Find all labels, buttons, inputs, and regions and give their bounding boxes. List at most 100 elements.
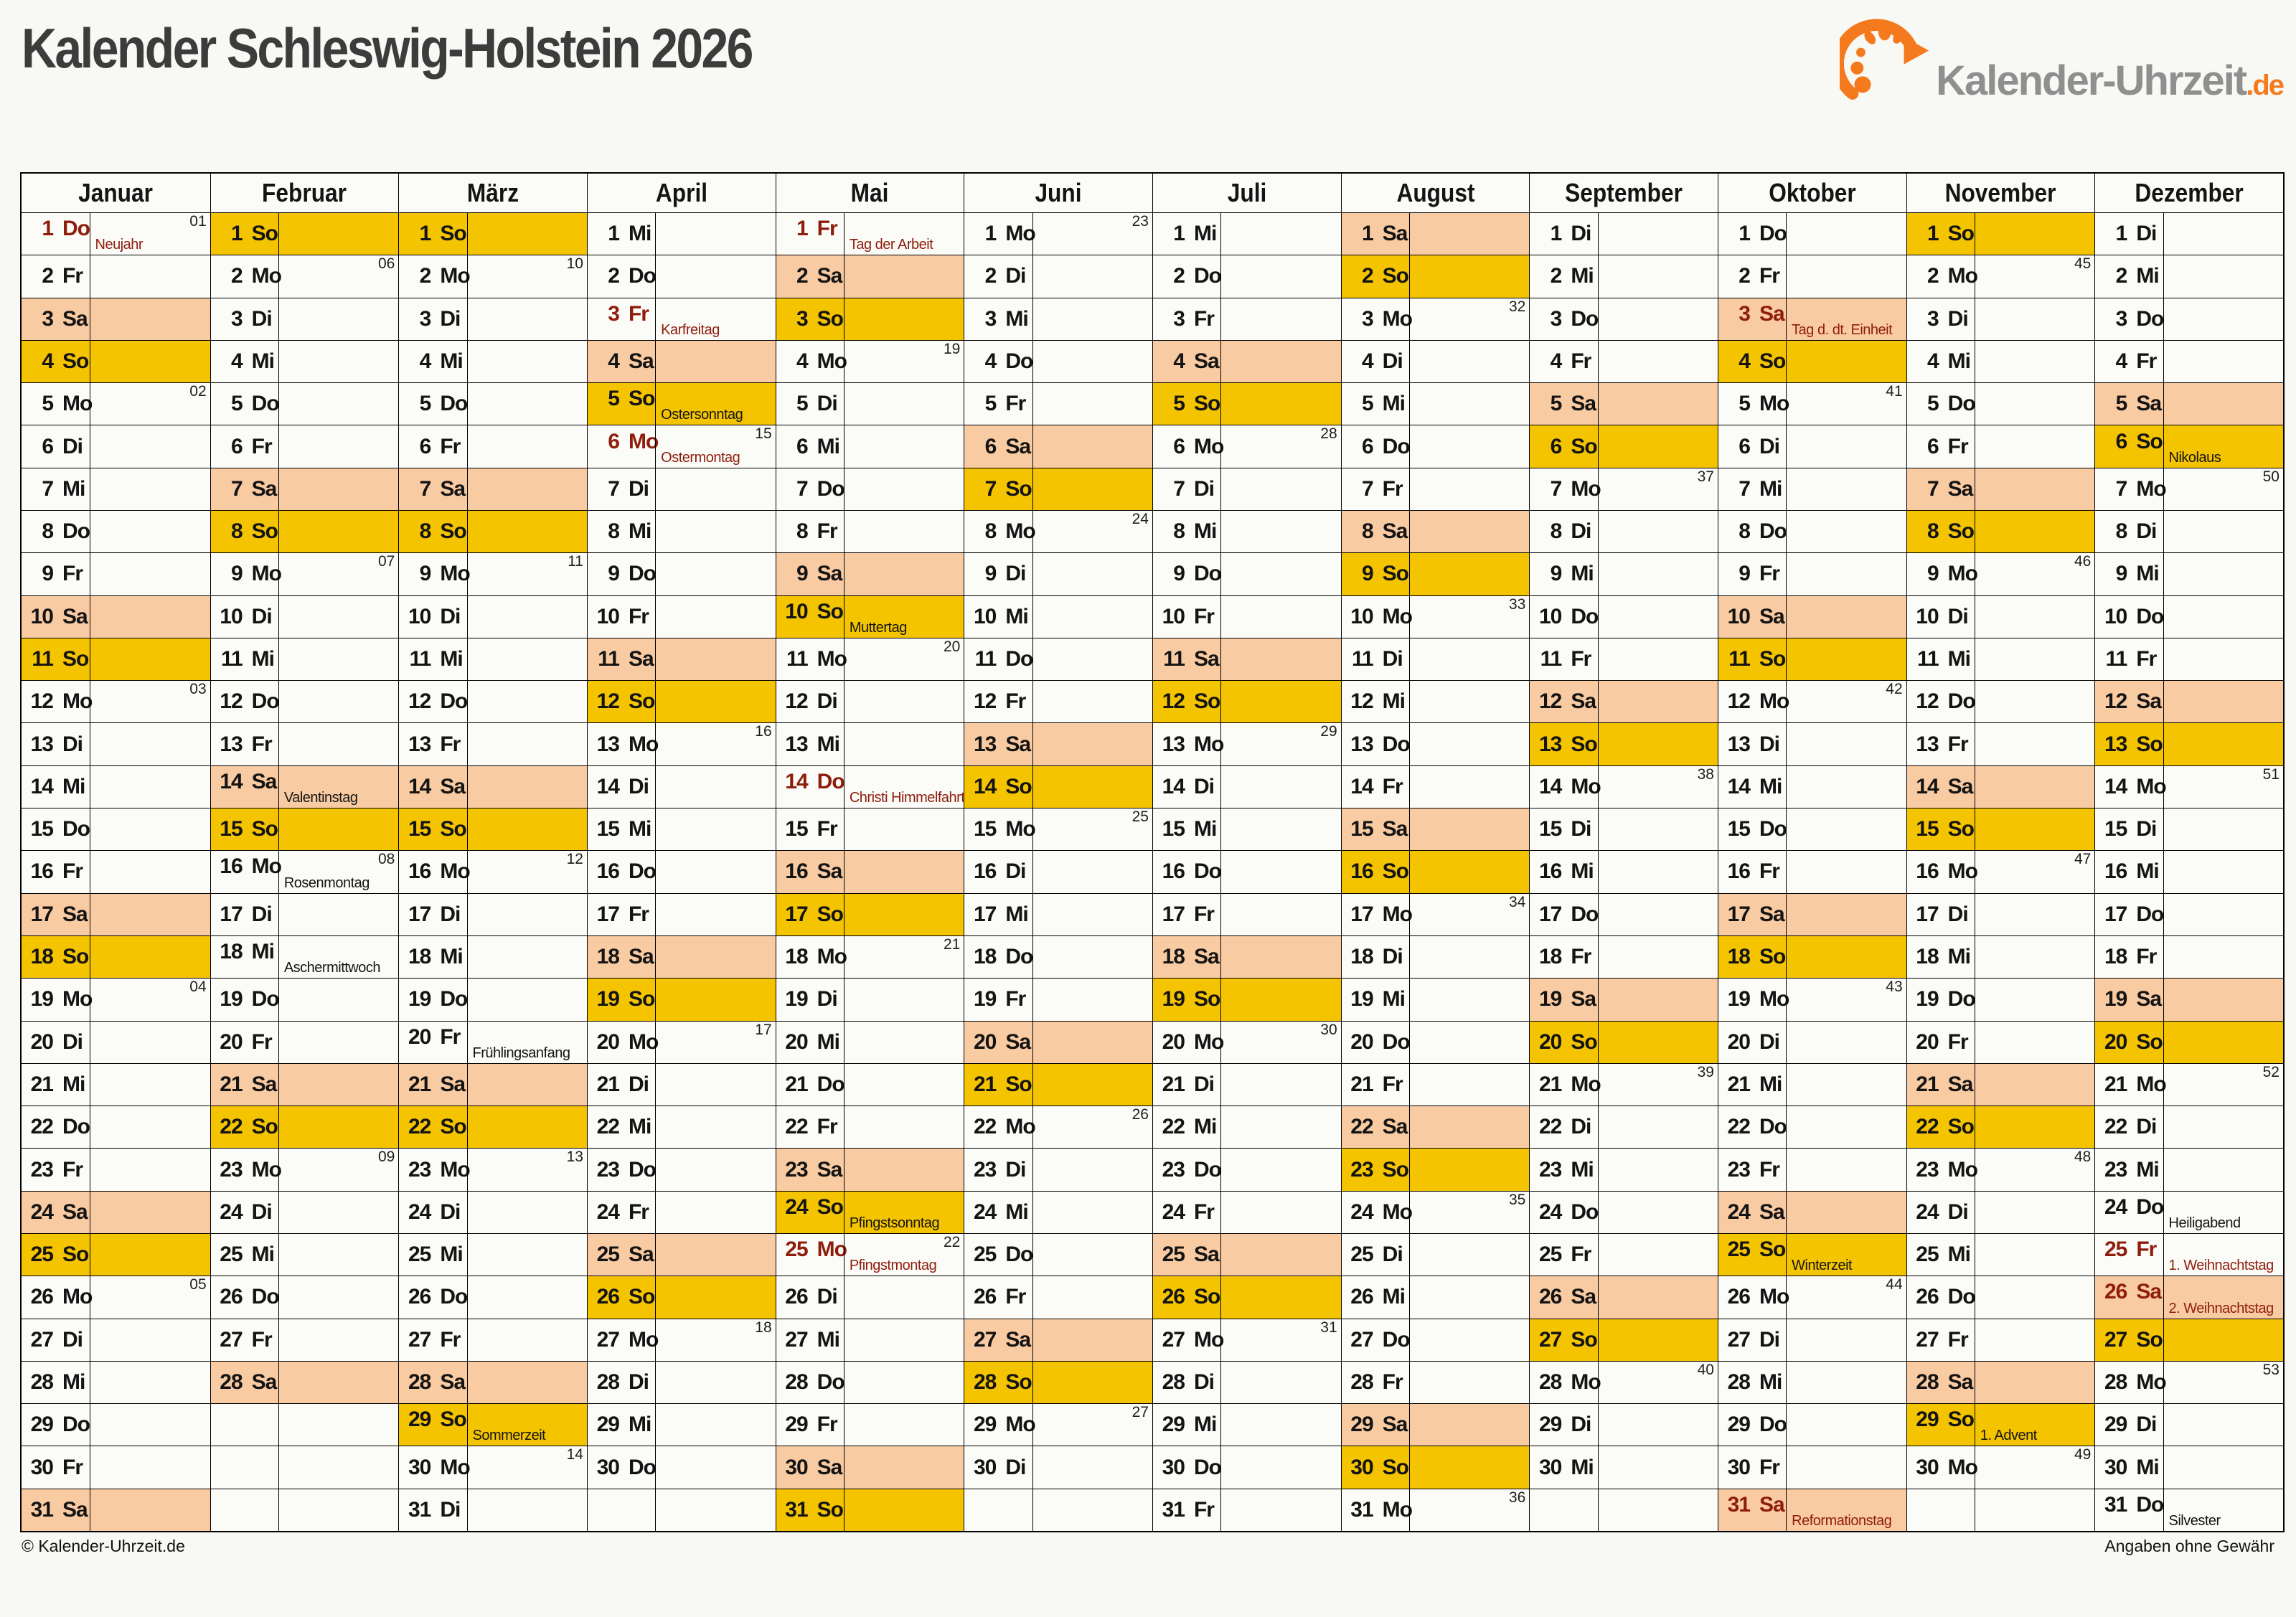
weekday-abbr: Do xyxy=(1571,902,1599,926)
weekday-abbr: Sa xyxy=(1382,817,1408,842)
day-cell-märz-21: 21 Sa xyxy=(399,1062,587,1106)
day-number: 21 xyxy=(973,1072,997,1096)
weekday-abbr: Fr xyxy=(2136,1238,2157,1262)
day-number: 9 xyxy=(1739,562,1751,586)
day-cell-januar-12: 12 Mo 03 xyxy=(22,680,210,723)
weekday-abbr: Sa xyxy=(440,1072,466,1096)
weekday-abbr: Do xyxy=(1759,1115,1787,1139)
weekday-abbr: Mi xyxy=(440,349,463,373)
month-column-dezember: Dezember 1 Di 2 Mi 3 Do 4 Fr 5 Sa 6 So Nikolaus 7 Mo 50 8… xyxy=(2094,174,2283,1531)
day-cell-juli-5: 5 So xyxy=(1152,382,1341,425)
weekday-abbr: Do xyxy=(440,689,468,714)
day-cell-juni-25: 25 Do xyxy=(964,1232,1152,1276)
day-number: 7 xyxy=(984,476,997,501)
weekday-abbr: Sa xyxy=(628,647,654,671)
weekday-abbr: So xyxy=(1947,222,1975,246)
day-cell-november-30: 30 Mo 49 xyxy=(1906,1446,2095,1489)
day-number: 23 xyxy=(1538,1157,1562,1182)
day-number: 15 xyxy=(1538,817,1562,842)
day-number: 25 xyxy=(973,1243,997,1267)
day-cell-februar-15: 15 So xyxy=(210,808,399,851)
day-cell-august-27: 27 Do xyxy=(1341,1318,1530,1361)
weekday-abbr: Fr xyxy=(1005,987,1026,1012)
weekday-abbr: Mo xyxy=(1759,392,1789,416)
day-cell-oktober-16: 16 Fr xyxy=(1718,850,1906,893)
weekday-abbr: So xyxy=(440,817,466,842)
day-number: 15 xyxy=(220,817,243,842)
weekday-abbr: Mo xyxy=(1005,1115,1035,1139)
day-number: 2 xyxy=(984,264,997,288)
weekday-abbr: Mi xyxy=(1571,264,1594,288)
day-cell-august-16: 16 So xyxy=(1341,850,1530,893)
day-cell-november-12: 12 Do xyxy=(1906,680,2095,723)
day-number: 18 xyxy=(785,945,808,969)
day-number: 1 xyxy=(1926,222,1939,246)
day-number: 24 xyxy=(1162,1199,1185,1224)
week-number: 07 xyxy=(377,553,395,570)
day-number: 3 xyxy=(2115,306,2128,331)
weekday-abbr: Sa xyxy=(251,769,278,793)
day-cell-märz-31: 31 Di xyxy=(399,1488,587,1531)
day-cell-dezember-9: 9 Mi xyxy=(2095,552,2283,595)
day-cell-november-24: 24 Di xyxy=(1906,1190,2095,1233)
day-cell-januar-4: 4 So xyxy=(22,339,210,383)
weekday-abbr: Fr xyxy=(440,434,461,458)
day-number: 16 xyxy=(1162,859,1185,884)
day-cell-september-5: 5 Sa xyxy=(1530,382,1718,425)
weekday-abbr: Do xyxy=(2136,902,2164,926)
weekday-abbr: Mo xyxy=(1382,1497,1413,1522)
day-number: 14 xyxy=(1727,774,1751,798)
month-column-juni: Juni 1 Mo 23 2 Di 3 Mi 4 Do 5 Fr 6 Sa 7 So 8 Mo 24 9 Di 10 Mi 1… xyxy=(964,174,1152,1531)
page-title: Kalender Schleswig-Holstein 2026 xyxy=(22,16,753,80)
day-cell-oktober-23: 23 Fr xyxy=(1718,1148,1906,1191)
week-number: 30 xyxy=(1320,1021,1337,1038)
day-number: 5 xyxy=(1361,392,1374,416)
day-cell-august-18: 18 Di xyxy=(1341,935,1530,979)
day-number: 24 xyxy=(1350,1199,1373,1224)
weekday-abbr: Mo xyxy=(1382,1199,1413,1224)
weekday-abbr: So xyxy=(1759,349,1786,373)
day-cell-juli-23: 23 Do xyxy=(1152,1148,1341,1191)
day-cell-februar-3: 3 Di xyxy=(210,297,399,340)
weekday-abbr: Di xyxy=(628,476,649,501)
day-cell-november-14: 14 Sa xyxy=(1906,765,2095,808)
day-cell-april-29: 29 Mi xyxy=(587,1403,776,1446)
day-cell-april-3: 3 Fr Karfreitag xyxy=(587,297,776,340)
weekday-abbr: Sa xyxy=(2136,689,2162,714)
day-cell-januar-17: 17 Sa xyxy=(22,892,210,935)
day-number: 25 xyxy=(408,1243,431,1267)
day-number: 15 xyxy=(785,817,808,842)
day-number: 2 xyxy=(1739,264,1751,288)
holiday-label: Reformationstag xyxy=(1792,1512,1892,1529)
day-number: 26 xyxy=(1162,1285,1185,1309)
day-number: 28 xyxy=(1916,1370,1939,1394)
day-cell-empty xyxy=(587,1488,776,1531)
weekday-abbr: Di xyxy=(1947,306,1969,331)
day-cell-mai-25: 25 Mo 22 Pfingstmontag xyxy=(776,1232,964,1276)
day-cell-juli-17: 17 Fr xyxy=(1152,892,1341,935)
weekday-abbr: Mo xyxy=(440,1157,470,1182)
weekday-abbr: Mo xyxy=(62,689,93,714)
weekday-abbr: Mo xyxy=(440,562,470,586)
weekday-abbr: So xyxy=(2136,732,2163,756)
day-number: 21 xyxy=(1916,1072,1939,1096)
day-cell-november-26: 26 Do xyxy=(1906,1276,2095,1319)
weekday-abbr: Di xyxy=(1947,1199,1969,1224)
weekday-abbr: So xyxy=(1382,1455,1409,1479)
day-cell-januar-8: 8 Do xyxy=(22,510,210,553)
weekday-abbr: Mi xyxy=(2136,859,2159,884)
day-cell-mai-8: 8 Fr xyxy=(776,510,964,553)
day-cell-dezember-22: 22 Di xyxy=(2095,1106,2283,1149)
day-cell-märz-4: 4 Mi xyxy=(399,339,587,383)
week-number: 09 xyxy=(377,1149,395,1166)
day-cell-märz-2: 2 Mo 10 xyxy=(399,255,587,298)
day-number: 18 xyxy=(220,940,243,964)
day-cell-juli-8: 8 Mi xyxy=(1152,510,1341,553)
day-cell-oktober-22: 22 Do xyxy=(1718,1106,1906,1149)
day-cell-september-17: 17 Do xyxy=(1530,892,1718,935)
day-cell-april-5: 5 So Ostersonntag xyxy=(587,382,776,425)
day-cell-dezember-27: 27 So xyxy=(2095,1318,2283,1361)
day-cell-august-26: 26 Mi xyxy=(1341,1276,1530,1319)
day-number: 10 xyxy=(2104,604,2127,628)
week-number: 18 xyxy=(755,1319,772,1336)
